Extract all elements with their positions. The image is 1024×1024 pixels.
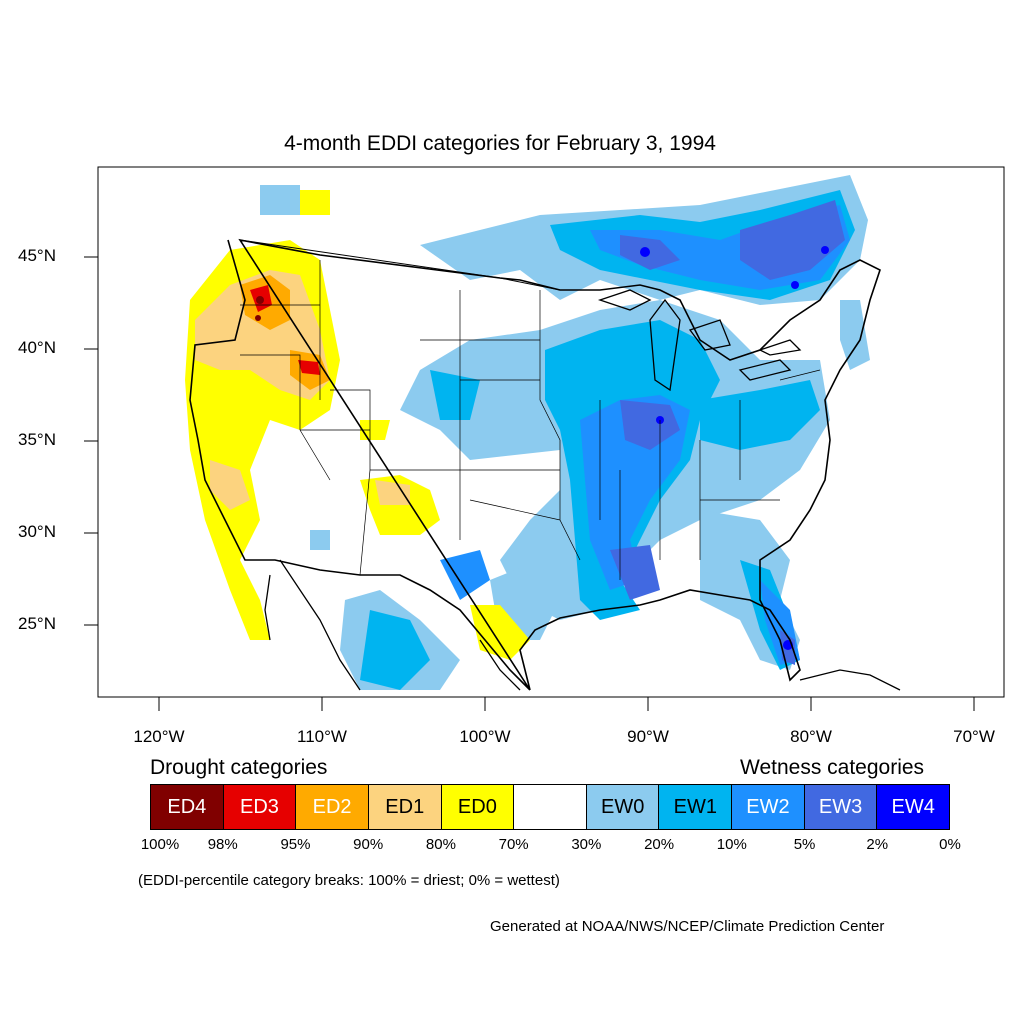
canada-border <box>239 239 561 291</box>
percentile-break: 2% <box>866 836 889 853</box>
ew3-regions <box>610 200 845 665</box>
cuba <box>799 669 901 691</box>
percentile-break: 10% <box>716 836 747 853</box>
lat-label-40: 40°N <box>18 338 56 357</box>
legend-box-ew4: EW4 <box>877 785 950 829</box>
breaks-note: (EDDI-percentile category breaks: 100% =… <box>138 872 560 889</box>
legend-box-ew0: EW0 <box>586 785 660 829</box>
legend-box-ew1: EW1 <box>659 785 733 829</box>
percentile-break: 30% <box>571 836 602 853</box>
map-title: 4-month EDDI categories for February 3, … <box>284 132 716 155</box>
map-frame <box>97 166 1005 698</box>
percentile-break: 20% <box>644 836 675 853</box>
wetness-heading: Wetness categories <box>740 756 925 779</box>
legend-box-ed0: ED0 <box>441 785 515 829</box>
great-lakes <box>597 289 802 392</box>
lon-label-110: 110°W <box>297 727 347 746</box>
lat-label-35: 35°N <box>18 430 56 449</box>
state-lines <box>240 260 821 580</box>
drought-heading: Drought categories <box>150 756 328 779</box>
legend-box-ed2: ED2 <box>296 785 369 829</box>
percentile-break: 95% <box>280 836 311 853</box>
lon-label-100: 100°W <box>459 727 511 746</box>
percentile-break: 0% <box>939 836 961 853</box>
lon-label-70: 70°W <box>953 727 995 746</box>
lat-ticks <box>84 256 98 626</box>
lat-label-30: 30°N <box>18 522 56 541</box>
category-legend: ED4 ED3 ED2 ED1 ED0 EW0 EW1 EW2 EW3 EW4 <box>150 784 950 830</box>
lon-label-80: 80°W <box>790 727 832 746</box>
percentile-break: 70% <box>498 836 529 853</box>
ed4-regions <box>255 296 264 321</box>
percentile-break: 100% <box>140 836 180 853</box>
legend-box-ed3: ED3 <box>223 785 297 829</box>
lon-label-120: 120°W <box>133 727 185 746</box>
percentile-break: 98% <box>207 836 238 853</box>
mexico-coast <box>264 559 521 691</box>
legend-box-ew2: EW2 <box>732 785 805 829</box>
us-outline <box>189 238 881 691</box>
legend-box-neutral <box>514 785 587 829</box>
percentile-break: 5% <box>793 836 816 853</box>
credit-line: Generated at NOAA/NWS/NCEP/Climate Predi… <box>490 918 885 935</box>
lon-label-90: 90°W <box>627 727 669 746</box>
legend-box-ed1: ED1 <box>368 785 442 829</box>
percentile-break: 80% <box>425 836 456 853</box>
legend-box-ew3: EW3 <box>804 785 878 829</box>
lat-label-45: 45°N <box>18 246 56 265</box>
legend-box-ed4: ED4 <box>151 785 224 829</box>
lat-label-25: 25°N <box>18 614 56 633</box>
percentile-break: 90% <box>353 836 384 853</box>
lon-ticks <box>158 697 975 711</box>
